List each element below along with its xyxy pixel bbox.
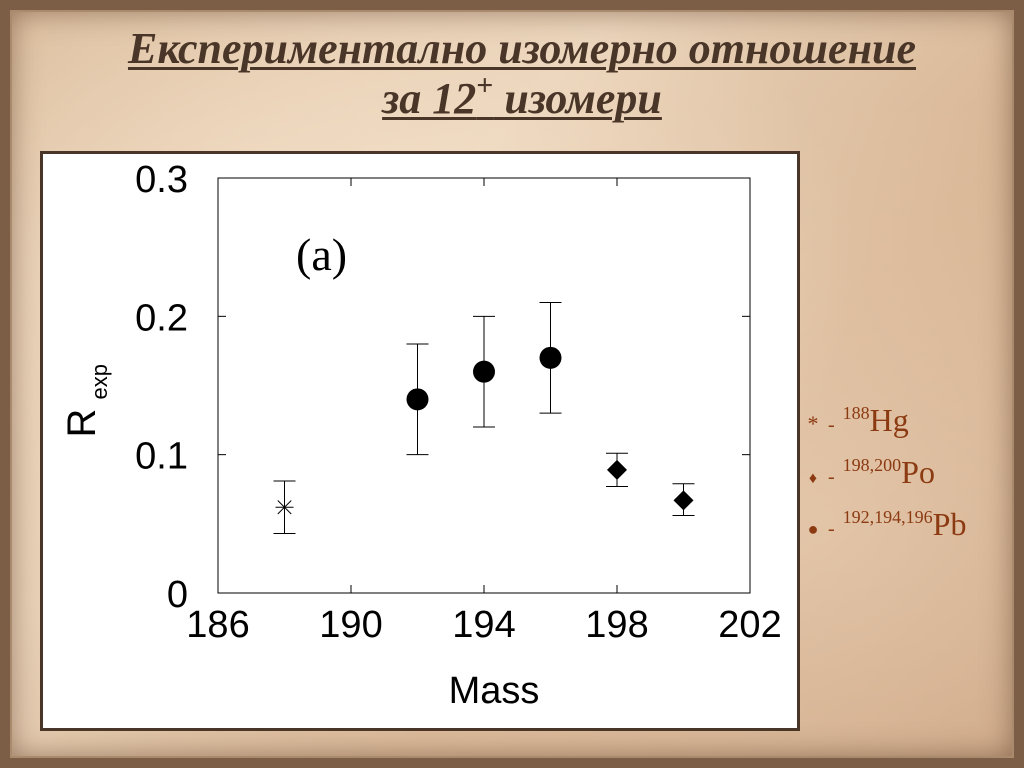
legend-element: Pb: [932, 506, 967, 542]
panel-label: (a): [296, 229, 347, 280]
legend-dash: -: [828, 518, 835, 540]
legend-isotope: 188: [842, 403, 870, 423]
title-superscript: +: [476, 69, 494, 102]
x-tick-label: 194: [452, 604, 515, 646]
data-point-diamond: [673, 490, 694, 511]
x-tick-label: 186: [186, 604, 249, 646]
x-tick-label: 198: [585, 604, 648, 646]
title-line-2-suffix: изомери: [493, 74, 662, 123]
data-point-diamond: [607, 459, 627, 480]
y-axis-label-sub: exp: [87, 364, 112, 399]
x-axis-label: Mass: [449, 670, 540, 712]
diamond-icon: ♦: [808, 470, 818, 487]
y-tick-label: 0: [167, 574, 188, 616]
legend-isotope: 192,194,196: [842, 507, 933, 527]
y-tick-label: 0.1: [135, 436, 188, 478]
slide-title: Експериментално изомерно отношение за 12…: [10, 24, 1024, 124]
title-line-1: Експериментално изомерно отношение: [127, 24, 917, 73]
legend-item-hg: * - 188Hg: [802, 402, 909, 439]
data-point-circle: [539, 346, 562, 369]
legend-dash: -: [828, 466, 835, 488]
data-point-circle: [406, 388, 429, 411]
data-point-circle: [473, 360, 495, 383]
y-tick-label: 0.2: [135, 297, 188, 339]
legend-item-po: ♦ - 198,200Po: [802, 454, 935, 491]
star-icon: *: [807, 411, 819, 436]
legend-element: Hg: [869, 402, 909, 438]
y-axis-label-main: R: [60, 409, 104, 438]
title-line-2-prefix: за 12: [382, 74, 477, 123]
legend-element: Po: [901, 454, 935, 490]
legend-dash: -: [828, 414, 835, 436]
x-tick-label: 202: [718, 604, 781, 646]
legend-isotope: 198,200: [842, 455, 902, 475]
data-point-star: [275, 498, 294, 517]
x-tick-label: 190: [319, 604, 382, 646]
legend-item-pb: ● - 192,194,196Pb: [802, 506, 967, 543]
y-tick-label: 0.3: [135, 159, 188, 201]
circle-icon: ●: [807, 519, 819, 539]
